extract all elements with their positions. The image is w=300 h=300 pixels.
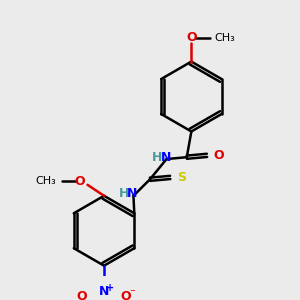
Text: N: N (160, 151, 171, 164)
Text: N: N (99, 285, 109, 298)
Text: N: N (127, 187, 138, 200)
Text: ⁻: ⁻ (130, 288, 136, 298)
Text: H: H (119, 187, 129, 200)
Text: O: O (186, 31, 197, 44)
Text: O: O (121, 290, 131, 300)
Text: CH₃: CH₃ (35, 176, 56, 186)
Text: O: O (213, 149, 224, 162)
Text: H: H (152, 151, 163, 164)
Text: +: + (106, 283, 115, 293)
Text: S: S (177, 171, 186, 184)
Text: CH₃: CH₃ (214, 33, 235, 43)
Text: O: O (75, 175, 86, 188)
Text: O: O (77, 290, 87, 300)
